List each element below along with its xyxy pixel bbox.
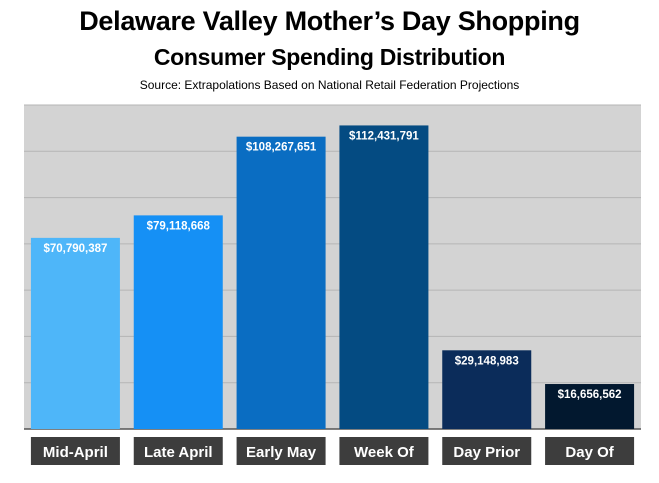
tick-label: Day Of <box>565 444 614 461</box>
data-label: $70,790,387 <box>43 243 107 255</box>
chart-source: Source: Extrapolations Based on National… <box>139 78 520 92</box>
category-label-box <box>339 437 429 465</box>
data-label: $16,656,562 <box>558 389 622 401</box>
data-label: $29,148,983 <box>455 355 519 367</box>
category-label-box <box>133 437 223 465</box>
bar-early-may <box>236 136 326 429</box>
data-label: $112,431,791 <box>349 130 419 142</box>
data-label: $79,118,668 <box>147 220 211 232</box>
plot-area <box>24 105 641 429</box>
bar-day-prior <box>442 350 532 429</box>
tick-label: Late April <box>144 444 213 461</box>
bar-week-of <box>339 125 429 429</box>
bar-mid-april <box>30 237 120 429</box>
chart-subtitle: Consumer Spending Distribution <box>153 44 506 70</box>
category-label-box <box>30 437 120 465</box>
tick-label: Week Of <box>354 444 415 461</box>
category-label-box <box>545 437 635 465</box>
category-label-box <box>236 437 326 465</box>
data-label: $108,267,651 <box>246 142 317 154</box>
category-label-box <box>442 437 532 465</box>
category-labels: Mid-April Late April Early May Week Of Day P… <box>30 437 635 465</box>
value-labels: $70,790,387 $79,118,668 $108,267,651 $112,4… <box>43 130 621 401</box>
gridlines <box>24 104 641 430</box>
chart-title: Delaware Valley Mother’s Day Shopping <box>79 6 580 36</box>
bars <box>30 125 635 429</box>
bar-late-april <box>133 215 223 429</box>
bar-day-of <box>545 384 635 429</box>
tick-label: Day Prior <box>453 444 520 461</box>
tick-label: Mid-April <box>43 444 108 461</box>
tick-label: Early May <box>246 444 317 461</box>
